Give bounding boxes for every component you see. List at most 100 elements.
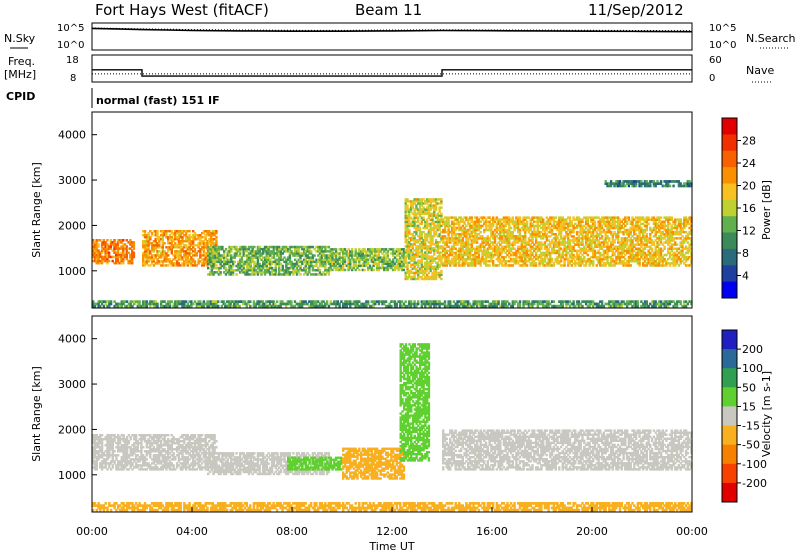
heatmap-cell [550, 216, 554, 219]
heatmap-cell [638, 233, 641, 236]
heatmap-cell [611, 247, 614, 250]
heatmap-cell [681, 247, 684, 250]
heatmap-cell [258, 252, 261, 255]
heatmap-cell [517, 245, 520, 248]
heatmap-cell [429, 255, 432, 258]
heatmap-cell [674, 222, 677, 226]
heatmap-cell [484, 218, 488, 221]
heatmap-cell [490, 247, 493, 250]
heatmap-cell [184, 244, 188, 247]
heatmap-cell [670, 216, 673, 219]
heatmap-cell [599, 222, 602, 226]
heatmap-cell [533, 255, 536, 259]
heatmap-cell [642, 241, 645, 244]
heatmap-cell [425, 210, 429, 213]
heatmap-cell [99, 300, 102, 303]
heatmap-cell [524, 262, 527, 265]
heatmap-cell [549, 243, 552, 246]
heatmap-cell [406, 214, 409, 217]
heatmap-cell [600, 245, 604, 248]
heatmap-cell [183, 234, 186, 237]
heatmap-cell [154, 242, 157, 245]
heatmap-cell [108, 302, 111, 306]
heatmap-cell [358, 250, 361, 253]
heatmap-cell [192, 234, 195, 237]
heatmap-cell [429, 206, 432, 209]
heatmap-cell [406, 275, 409, 279]
heatmap-cell [239, 245, 242, 249]
heatmap-cell [200, 232, 204, 235]
heatmap-cell [558, 224, 561, 228]
heatmap-cell [493, 247, 497, 250]
heatmap-cell [265, 250, 268, 253]
heatmap-cell [249, 250, 252, 253]
heatmap-cell [209, 242, 213, 245]
heatmap-cell [211, 304, 214, 308]
heatmap-cell [584, 247, 588, 250]
heatmap-cell [308, 271, 311, 274]
heatmap-cell [415, 263, 418, 266]
heatmap-cell [608, 245, 611, 248]
heatmap-cell [590, 224, 593, 228]
heatmap-cell [477, 249, 481, 253]
heatmap-cell [226, 252, 229, 255]
heatmap-cell [597, 235, 600, 238]
heatmap-cell [615, 237, 618, 240]
heatmap-cell [542, 235, 545, 238]
heatmap-cell [221, 264, 224, 268]
heatmap-cell [561, 224, 564, 228]
heatmap-cell [237, 260, 240, 264]
heatmap-cell [347, 256, 350, 259]
heatmap-cell [531, 218, 534, 221]
heatmap-cell [584, 226, 588, 230]
heatmap-cell [436, 241, 439, 244]
heatmap-cell [213, 300, 216, 303]
heatmap-cell [161, 260, 164, 263]
heatmap-cell [334, 248, 338, 251]
heatmap-cell [411, 263, 414, 266]
heatmap-cell [431, 249, 434, 252]
heatmap-cell [579, 224, 582, 228]
heatmap-cell [463, 222, 466, 226]
freq-panel-frame [91, 54, 693, 83]
heatmap-cell [620, 243, 623, 246]
heatmap-cell [561, 218, 564, 221]
heatmap-cell [192, 246, 195, 249]
heatmap-cell [613, 226, 616, 230]
heatmap-cell [477, 245, 481, 248]
heatmap-cell [375, 250, 379, 253]
heatmap-cell [175, 246, 179, 249]
heatmap-cell [677, 257, 681, 261]
heatmap-cell [154, 230, 157, 233]
heatmap-cell [620, 247, 623, 250]
heatmap-cell [679, 260, 682, 263]
heatmap-cell [168, 248, 172, 251]
heatmap-cell [624, 262, 627, 265]
heatmap-cell [543, 226, 547, 230]
heatmap-cell [308, 266, 311, 270]
heatmap-cell [420, 216, 423, 219]
heatmap-cell [525, 222, 529, 226]
heatmap-cell [154, 254, 157, 257]
heatmap-cell [295, 266, 299, 270]
heatmap-cell [392, 250, 395, 253]
heatmap-cell [417, 208, 420, 211]
heatmap-cell [177, 234, 181, 237]
heatmap-cell [468, 255, 472, 259]
heatmap-cell [260, 254, 263, 257]
heatmap-cell [299, 258, 302, 261]
heatmap-cell [272, 245, 276, 249]
heatmap-cell [479, 245, 482, 248]
heatmap-cell [363, 260, 366, 263]
heatmap-cell [684, 239, 688, 242]
heatmap-cell [563, 218, 566, 221]
heatmap-cell [249, 304, 252, 308]
heatmap-cell [615, 257, 618, 261]
heatmap-cell [686, 218, 689, 221]
heatmap-cell [167, 250, 170, 253]
heatmap-cell [474, 224, 477, 228]
heatmap-cell [656, 245, 659, 248]
heatmap-cell [492, 262, 495, 265]
heatmap-cell [492, 247, 495, 250]
heatmap-cell [409, 249, 413, 252]
